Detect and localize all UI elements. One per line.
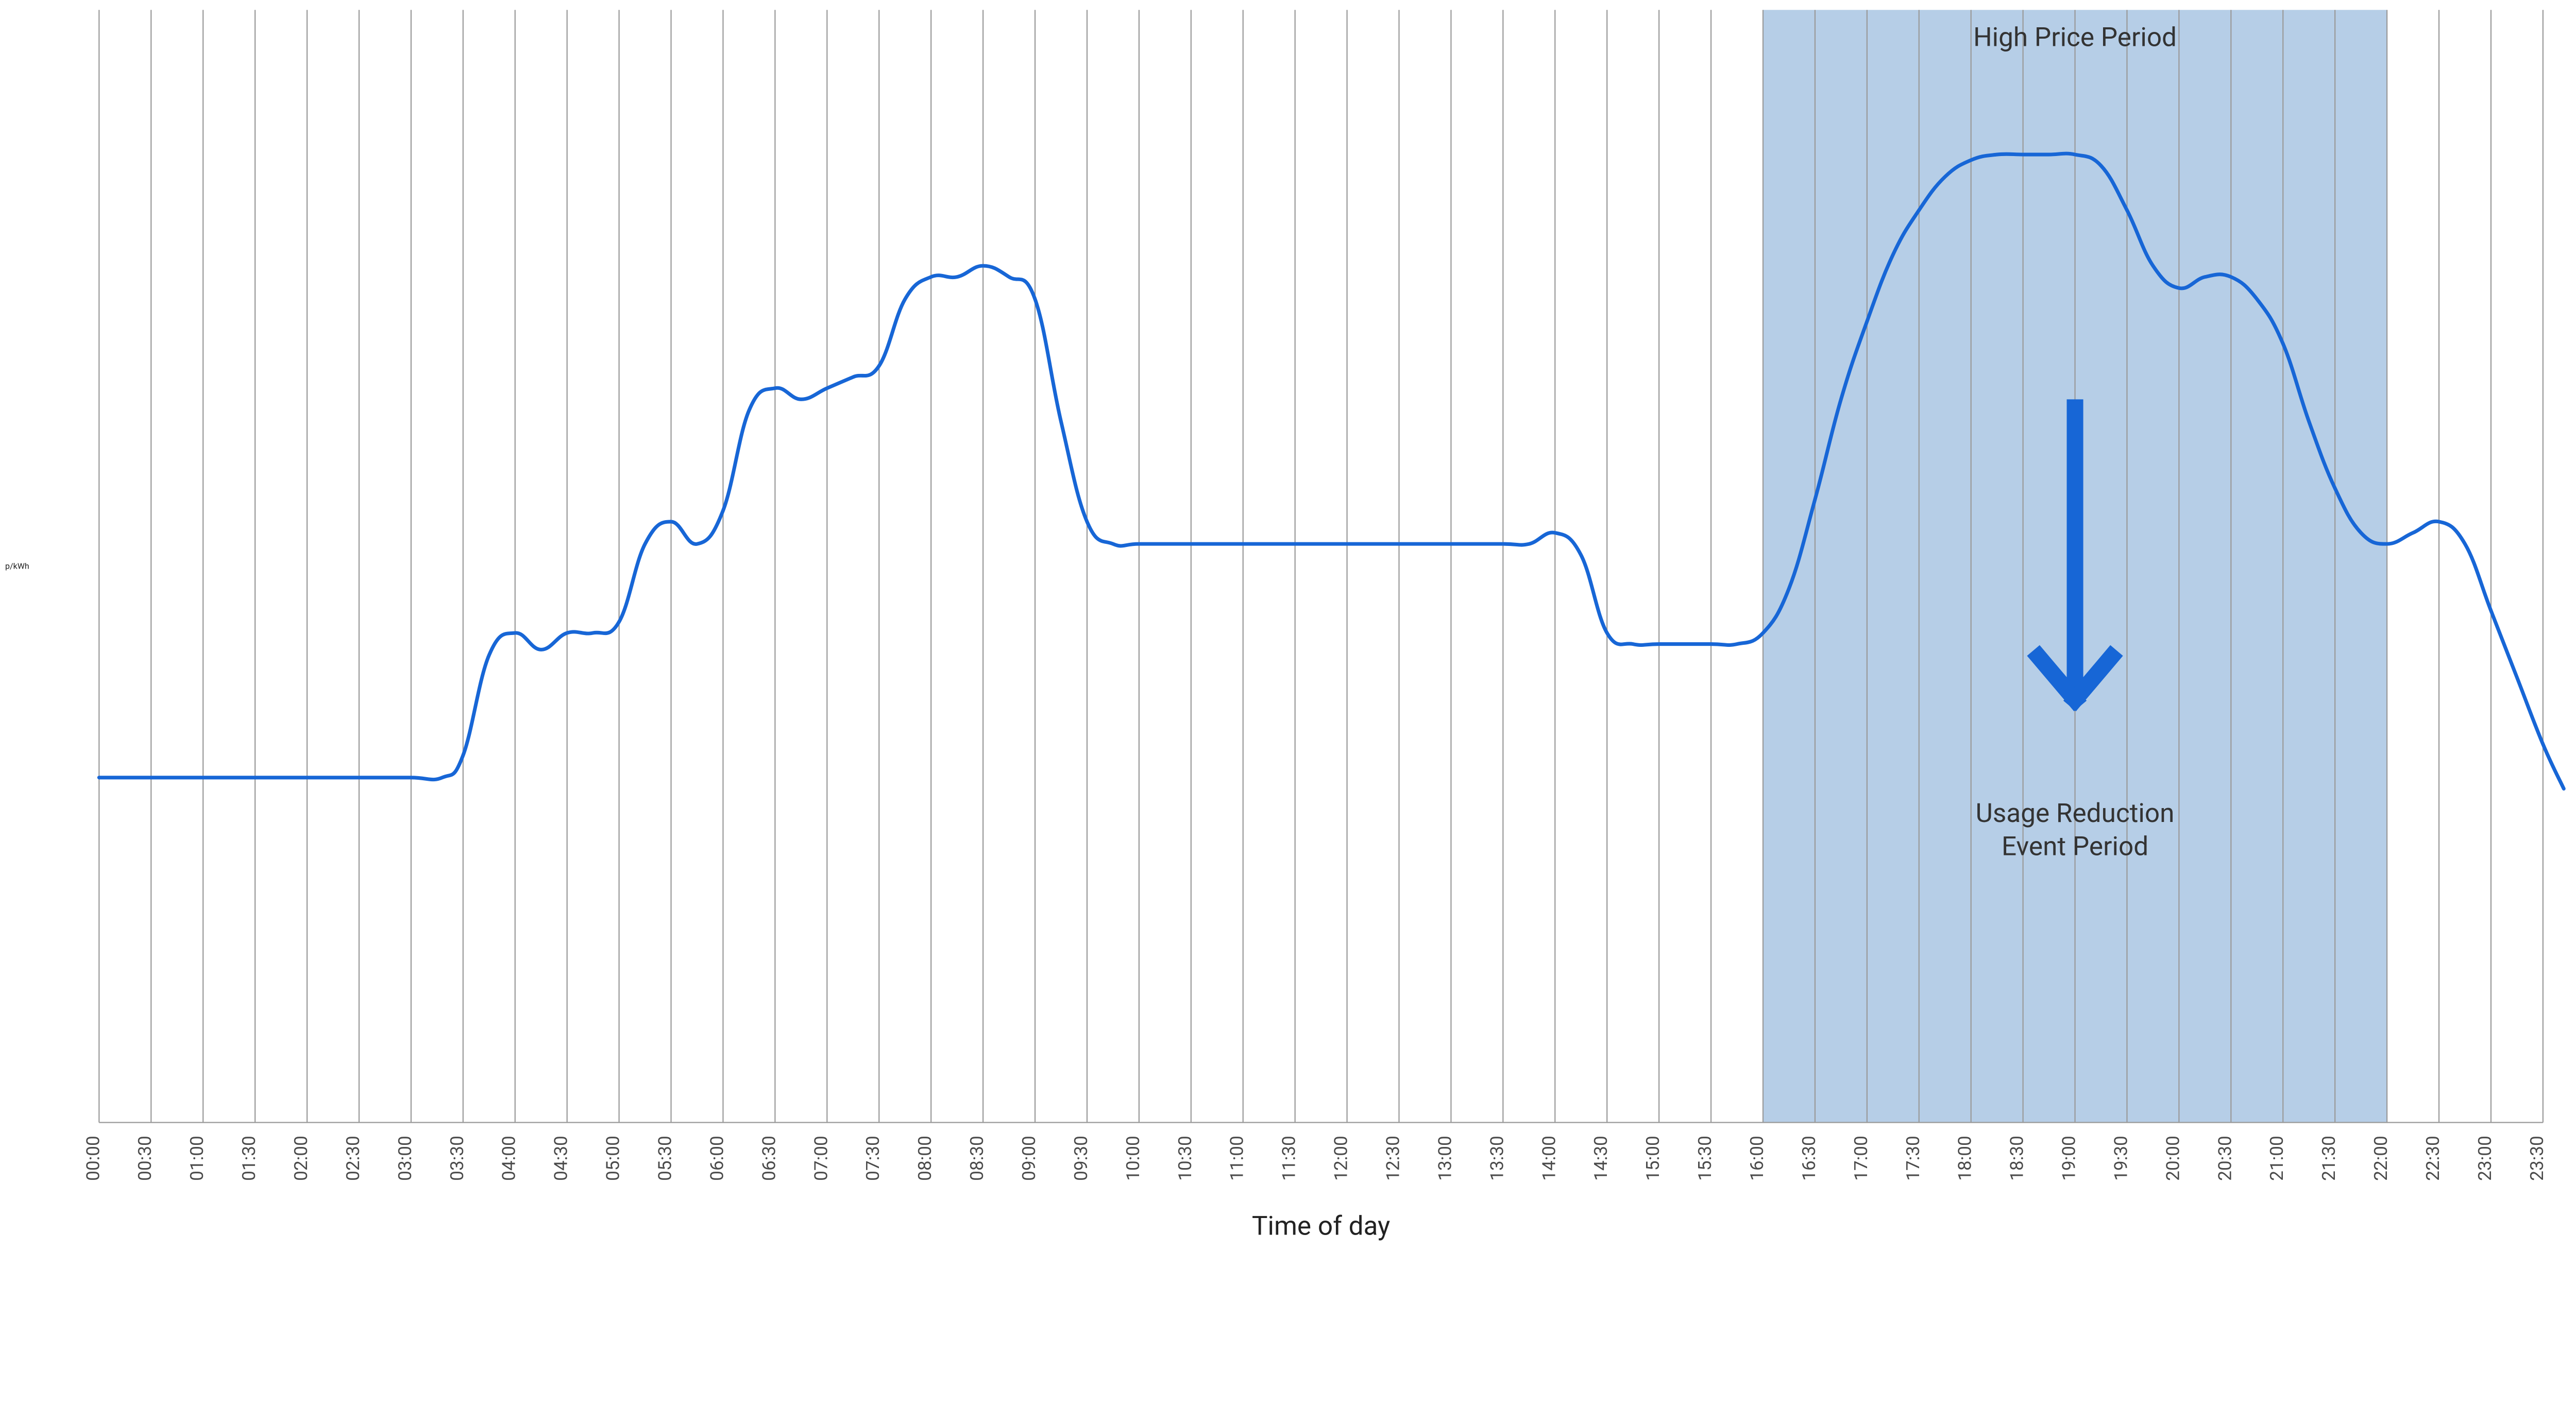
- x-tick-label: 20:30: [2214, 1136, 2235, 1181]
- x-tick-label: 09:00: [1018, 1136, 1040, 1181]
- x-tick-label: 15:00: [1642, 1136, 1664, 1181]
- x-tick-label: 16:30: [1798, 1136, 1820, 1181]
- x-tick-label: 14:00: [1538, 1136, 1560, 1181]
- price-line-chart: High Price Period Usage ReductionEvent Pe…: [0, 0, 2576, 1255]
- x-tick-label: 06:00: [706, 1136, 727, 1181]
- x-tick-label: 12:00: [1330, 1136, 1352, 1181]
- x-tick-label: 08:30: [966, 1136, 988, 1181]
- x-tick-label: 07:30: [862, 1136, 884, 1181]
- chart-container: p/kWh High Price Period Usage ReductionEv…: [0, 0, 2576, 1255]
- x-tick-label: 16:00: [1746, 1136, 1768, 1181]
- x-axis-title: Time of day: [1252, 1210, 1390, 1241]
- x-tick-label: 05:30: [654, 1136, 676, 1181]
- x-tick-label: 23:30: [2526, 1136, 2548, 1181]
- band-top-label: High Price Period: [1973, 22, 2177, 53]
- x-tick-label: 14:30: [1590, 1136, 1612, 1181]
- y-axis-title: p/kWh: [5, 561, 29, 571]
- x-tick-label: 13:30: [1486, 1136, 1507, 1181]
- x-tick-label: 17:00: [1850, 1136, 1872, 1181]
- x-tick-label: 09:30: [1070, 1136, 1092, 1181]
- x-tick-label: 19:30: [2110, 1136, 2131, 1181]
- x-tick-label: 10:30: [1174, 1136, 1196, 1181]
- x-tick-label: 07:00: [810, 1136, 832, 1181]
- band-bottom-label-2: Event Period: [2002, 830, 2148, 862]
- x-tick-label: 13:00: [1434, 1136, 1455, 1181]
- x-tick-label: 00:30: [134, 1136, 156, 1181]
- x-tick-label: 01:00: [186, 1136, 208, 1181]
- x-tick-label: 02:00: [290, 1136, 312, 1181]
- x-tick-label: 20:00: [2162, 1136, 2183, 1181]
- x-tick-label: 18:30: [2006, 1136, 2028, 1181]
- x-tick-label: 15:30: [1694, 1136, 1716, 1181]
- x-tick-label: 01:30: [238, 1136, 260, 1181]
- x-tick-label: 19:00: [2058, 1136, 2080, 1181]
- x-tick-label: 03:00: [394, 1136, 416, 1181]
- x-tick-label: 02:30: [342, 1136, 364, 1181]
- x-tick-label: 04:30: [550, 1136, 572, 1181]
- x-tick-label: 10:00: [1122, 1136, 1144, 1181]
- x-tick-label: 04:00: [498, 1136, 520, 1181]
- x-tick-label: 11:00: [1226, 1136, 1248, 1181]
- x-tick-label: 21:30: [2318, 1136, 2340, 1181]
- x-tick-label: 11:30: [1278, 1136, 1300, 1181]
- x-tick-label: 12:30: [1382, 1136, 1403, 1181]
- x-tick-label: 22:30: [2422, 1136, 2444, 1181]
- x-tick-label: 05:00: [602, 1136, 624, 1181]
- x-tick-label: 17:30: [1902, 1136, 1924, 1181]
- x-tick-label: 23:00: [2474, 1136, 2496, 1181]
- band-bottom-label-1: Usage Reduction: [1976, 797, 2175, 829]
- x-tick-label: 06:30: [758, 1136, 779, 1181]
- x-tick-label: 08:00: [914, 1136, 936, 1181]
- x-tick-label: 03:30: [446, 1136, 468, 1181]
- x-tick-label: 18:00: [1954, 1136, 1976, 1181]
- x-tick-label: 00:00: [82, 1136, 104, 1181]
- x-tick-label: 22:00: [2370, 1136, 2392, 1181]
- x-tick-label: 21:00: [2266, 1136, 2287, 1181]
